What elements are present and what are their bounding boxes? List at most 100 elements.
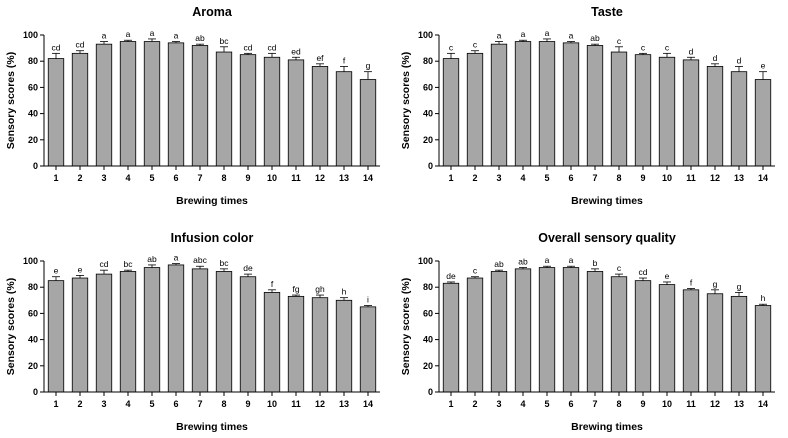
bar [634, 54, 652, 167]
bar [47, 280, 65, 393]
x-tick-label: 2 [77, 399, 82, 409]
bar [95, 273, 113, 393]
bar [95, 43, 113, 167]
y-tick-label: 80 [423, 282, 433, 292]
significance-label: a [174, 31, 179, 41]
bar [263, 56, 281, 167]
x-tick-label: 5 [149, 173, 154, 183]
significance-label: bc [220, 36, 230, 46]
x-tick-label: 7 [592, 399, 597, 409]
bar [191, 268, 209, 393]
bar [359, 79, 377, 167]
bar [47, 58, 65, 167]
y-axis-label: Sensory scores (%) [5, 52, 17, 149]
significance-label: a [126, 29, 131, 39]
significance-label: f [690, 278, 693, 288]
x-tick-label: 4 [125, 173, 130, 183]
y-tick-label: 80 [28, 56, 38, 66]
x-tick-label: 5 [149, 399, 154, 409]
bar [71, 52, 89, 167]
chart-panel-4: Overall sensory quality 0 20 40 60 80 100 Senso… [400, 231, 775, 433]
x-tick-label: 14 [363, 173, 373, 183]
y-axis-label: Sensory scores (%) [400, 52, 412, 149]
y-tick-label: 60 [28, 308, 38, 318]
chart-panel-2: Taste 0 20 40 60 80 100 Sensory scores (%) c c a a a… [400, 5, 775, 207]
y-axis-label: Sensory scores (%) [400, 278, 412, 375]
x-tick-label: 12 [315, 173, 325, 183]
chart-title: Aroma [192, 5, 233, 19]
significance-label: g [713, 279, 718, 289]
significance-label: a [150, 28, 155, 38]
significance-label: i [367, 295, 369, 305]
bar [119, 271, 137, 393]
x-axis-label: Brewing times [176, 421, 248, 433]
bar [562, 267, 580, 393]
x-axis-label: Brewing times [571, 195, 643, 207]
x-tick-label: 4 [520, 173, 525, 183]
significance-label: cd [100, 259, 109, 269]
bar [634, 280, 652, 393]
significance-label: a [569, 255, 574, 265]
x-axis-label: Brewing times [176, 195, 248, 207]
significance-label: d [689, 46, 694, 56]
y-tick-label: 0 [33, 161, 38, 171]
bar [466, 52, 484, 167]
significance-label: a [497, 31, 502, 41]
x-tick-label: 10 [662, 399, 672, 409]
x-tick-label: 9 [640, 399, 645, 409]
significance-label: h [761, 293, 766, 303]
x-tick-label: 7 [197, 399, 202, 409]
y-tick-label: 40 [28, 335, 38, 345]
significance-label: a [569, 31, 574, 41]
significance-label: a [102, 31, 107, 41]
x-tick-label: 1 [53, 399, 58, 409]
significance-label: c [473, 40, 478, 50]
x-tick-label: 2 [472, 173, 477, 183]
y-tick-label: 100 [418, 30, 433, 40]
y-tick-label: 20 [28, 135, 38, 145]
y-axis-label: Sensory scores (%) [5, 278, 17, 375]
bar [359, 306, 377, 393]
significance-label: d [737, 55, 742, 65]
x-tick-label: 10 [662, 173, 672, 183]
x-tick-label: 10 [267, 399, 277, 409]
bar [706, 66, 724, 167]
bar [538, 41, 556, 167]
chart-panel-1: Aroma 0 20 40 60 80 100 Sensory scores (%) cd cd a… [5, 5, 380, 207]
bar [682, 59, 700, 167]
x-tick-label: 2 [472, 399, 477, 409]
x-tick-label: 7 [197, 173, 202, 183]
significance-label: b [593, 258, 598, 268]
significance-label: a [174, 253, 179, 263]
significance-label: e [78, 264, 83, 274]
significance-label: de [243, 263, 253, 273]
significance-label: bc [124, 259, 134, 269]
x-tick-label: 2 [77, 173, 82, 183]
x-tick-label: 12 [710, 399, 720, 409]
bar [706, 293, 724, 393]
significance-label: cd [244, 42, 253, 52]
x-tick-label: 8 [616, 173, 621, 183]
bar [311, 297, 329, 393]
significance-label: c [665, 42, 670, 52]
bar [442, 58, 460, 167]
significance-label: a [545, 255, 550, 265]
y-tick-label: 100 [23, 30, 38, 40]
significance-label: e [665, 271, 670, 281]
significance-label: cd [52, 42, 61, 52]
bar [335, 71, 353, 167]
bar [287, 295, 305, 393]
x-tick-label: 6 [173, 173, 178, 183]
significance-label: c [617, 36, 622, 46]
x-tick-label: 3 [101, 173, 106, 183]
significance-label: ab [590, 33, 600, 43]
y-tick-label: 100 [23, 256, 38, 266]
significance-label: bc [220, 258, 230, 268]
x-tick-label: 14 [758, 173, 768, 183]
significance-label: ab [494, 259, 504, 269]
x-tick-label: 13 [339, 399, 349, 409]
bar [71, 277, 89, 393]
x-tick-label: 12 [315, 399, 325, 409]
x-tick-label: 13 [734, 399, 744, 409]
significance-label: d [713, 53, 718, 63]
